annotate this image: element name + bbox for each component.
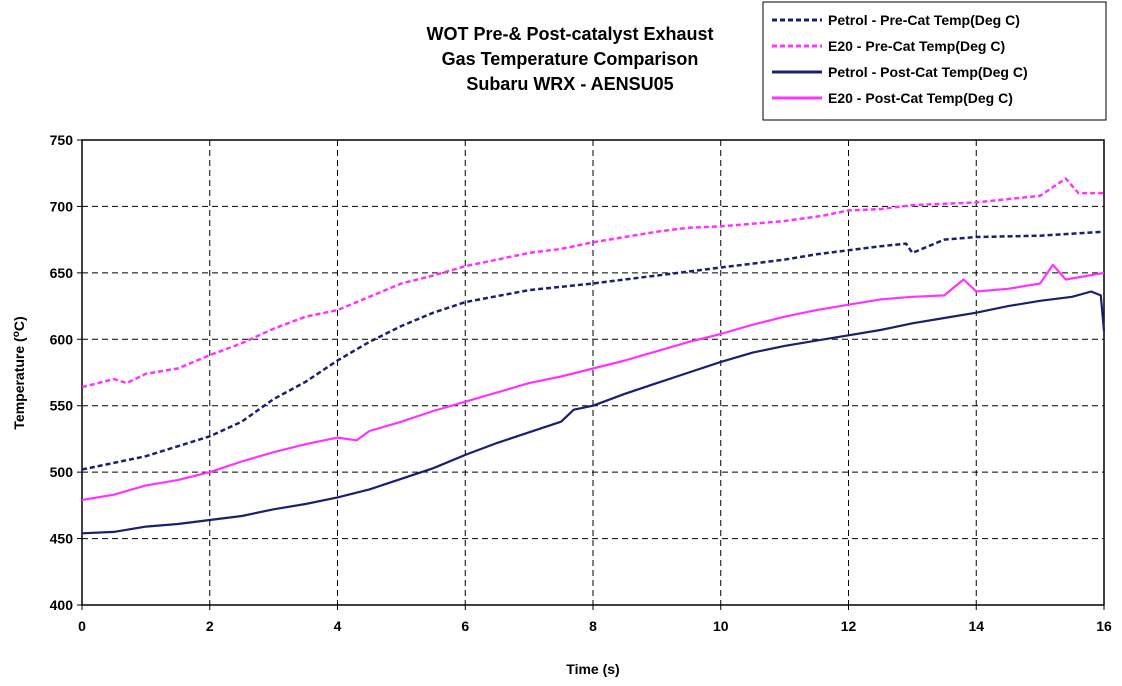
axis-ticks: 0 2 4 6 8 10 12 14 16 400 450 500 550 600 650 700 750	[50, 132, 1112, 634]
legend-box	[762, 1, 1107, 121]
y-tick-label: 500	[50, 464, 74, 480]
legend-label-3: E20 - Post-Cat Temp(Deg C)	[828, 90, 1013, 106]
title-line-2: Gas Temperature Comparison	[442, 49, 699, 69]
chart-title: WOT Pre-& Post-catalyst Exhaust Gas Temp…	[426, 24, 713, 94]
x-tick-label: 0	[78, 618, 86, 634]
y-axis-title: Temperature (oC)	[11, 316, 28, 429]
y-tick-label: 650	[50, 265, 74, 281]
x-tick-label: 16	[1096, 618, 1112, 634]
x-tick-label: 4	[334, 618, 342, 634]
legend: Petrol - Pre-Cat Temp(Deg C) E20 - Pre-Ca…	[762, 1, 1107, 121]
y-tick-label: 550	[50, 398, 74, 414]
y-tick-label: 400	[50, 597, 74, 613]
series-line-0	[81, 230, 1105, 471]
y-axis-title-sup: o	[11, 331, 22, 337]
legend-label-0: Petrol - Pre-Cat Temp(Deg C)	[828, 12, 1020, 28]
x-tick-label: 14	[968, 618, 984, 634]
x-tick-label: 12	[841, 618, 857, 634]
title-line-1: WOT Pre-& Post-catalyst Exhaust	[426, 24, 713, 44]
x-tick-label: 6	[461, 618, 469, 634]
y-tick-label: 600	[50, 331, 74, 347]
legend-label-1: E20 - Pre-Cat Temp(Deg C)	[828, 38, 1005, 54]
x-tick-label: 8	[589, 618, 597, 634]
legend-label-2: Petrol - Post-Cat Temp(Deg C)	[828, 64, 1028, 80]
y-axis-title-prefix: Temperature (	[11, 337, 27, 430]
series-line-1	[81, 177, 1104, 389]
y-tick-label: 700	[50, 198, 74, 214]
y-axis-title-suffix: C)	[11, 316, 27, 331]
y-tick-label: 750	[50, 132, 74, 148]
x-tick-label: 2	[206, 618, 214, 634]
series-line-3	[81, 263, 1105, 502]
x-tick-label: 10	[713, 618, 729, 634]
title-line-3: Subaru WRX - AENSU05	[466, 74, 673, 94]
series-lines	[81, 177, 1106, 535]
series-line-2	[81, 290, 1106, 535]
x-axis-title: Time (s)	[566, 661, 619, 677]
y-tick-label: 450	[50, 531, 74, 547]
